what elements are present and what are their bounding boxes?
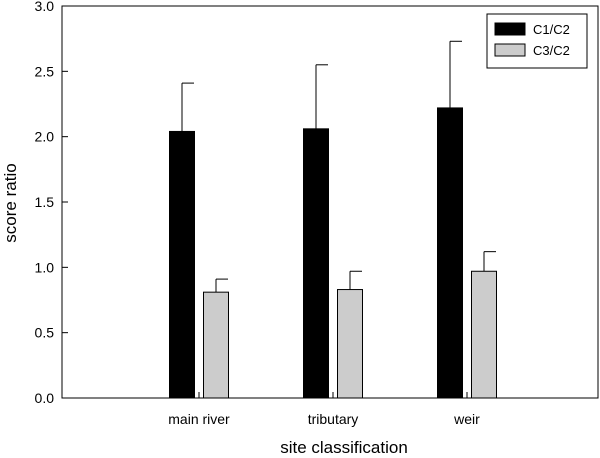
x-axis-label: site classification [280,438,408,457]
y-axis-label: score ratio [1,163,20,242]
y-tick-label: 1.5 [35,194,55,210]
y-tick-label: 1.0 [35,259,55,275]
bars-layer [169,40,497,399]
legend-label: C1/C2 [533,22,570,37]
y-tick-label: 3.0 [35,0,55,14]
bar [169,130,195,399]
ticks-layer: 0.0 0.5 1.0 1.5 2.0 2.5 3.0 main river tributary… [35,0,481,427]
x-tick-label: weir [453,411,480,427]
y-tick-label: 2.0 [35,129,55,145]
legend-swatch [494,22,526,36]
x-tick-label: main river [168,411,230,427]
bar [337,289,363,399]
bar [303,128,329,399]
x-tick-label: tributary [308,411,359,427]
legend-swatch [494,43,526,57]
y-tick-label: 0.0 [35,390,55,406]
bar [471,270,497,399]
y-tick-label: 2.5 [35,63,55,79]
bar [437,107,463,399]
legend: C1/C2 C3/C2 [486,13,588,69]
y-tick-label: 0.5 [35,325,55,341]
legend-label: C3/C2 [533,43,570,58]
bar [203,291,229,399]
